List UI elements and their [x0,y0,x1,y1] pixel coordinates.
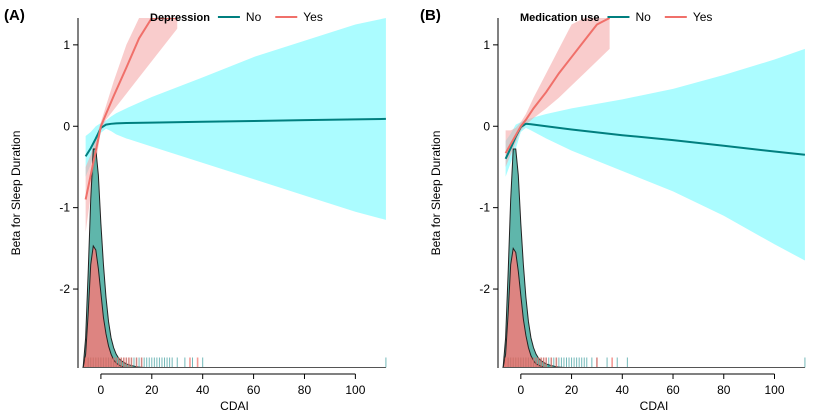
density-yes [82,244,127,368]
x-axis-title: CDAI [640,399,669,413]
legend: Depression No Yes [150,10,323,24]
x-tick-label: 100 [345,383,365,397]
legend-entry-yes: Yes [693,10,713,24]
y-tick-label: 0 [63,119,70,133]
x-tick-label: 0 [517,383,524,397]
x-tick-label: 40 [616,383,630,397]
density-yes [502,246,547,368]
y-tick-label: -1 [479,201,490,215]
plot-area [82,18,387,368]
x-tick-label: 100 [764,383,784,397]
y-axis-title: Beta for Sleep Duration [9,131,23,256]
y-tick-label: 1 [483,38,490,52]
y-tick-label: -2 [479,282,490,296]
legend: Medication use No Yes [520,10,712,24]
ci-band-no [85,18,386,220]
y-tick-label: 0 [483,119,490,133]
series-line-yes [84,18,178,200]
legend-entry-no: No [246,10,262,24]
legend-title: Depression [150,12,210,24]
legend-entry-yes: Yes [303,10,323,24]
rug [83,357,387,368]
ci-band-yes [505,18,610,167]
legend-title: Medication use [520,12,599,24]
x-tick-label: 80 [717,383,731,397]
y-tick-label: -2 [59,282,70,296]
x-tick-label: 0 [98,383,105,397]
x-tick-label: 20 [145,383,159,397]
series-line-yes [504,18,611,154]
y-axis-title: Beta for Sleep Duration [429,131,443,256]
x-tick-label: 20 [565,383,579,397]
panel-label: (B) [420,7,441,24]
x-axis-title: CDAI [220,399,249,413]
plot-area [502,18,806,368]
y-tick-label: 1 [63,38,70,52]
ci-band-yes [85,18,178,233]
ci-band-no [505,48,805,261]
x-tick-label: 80 [298,383,312,397]
x-tick-label: 40 [196,383,210,397]
legend-entry-no: No [635,10,651,24]
x-tick-label: 60 [247,383,261,397]
y-tick-label: -1 [59,201,70,215]
panel-label: (A) [4,7,25,24]
rug [503,357,806,368]
x-tick-label: 60 [666,383,680,397]
series-line-no [84,117,386,157]
